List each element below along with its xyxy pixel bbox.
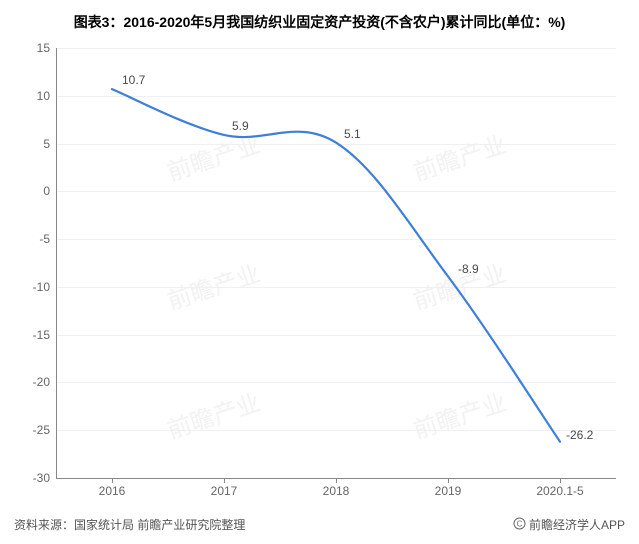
chart-title: 图表3：2016-2020年5月我国纺织业固定资产投资(不含农户)累计同比(单位… [0,12,639,32]
line-series [56,48,616,478]
y-tick-label: 0 [43,184,56,198]
y-tick-label: -25 [33,423,56,437]
data-label: 10.7 [122,73,145,87]
y-tick-label: 15 [37,41,56,55]
data-label: 5.1 [344,127,361,141]
y-tick-label: -15 [33,328,56,342]
y-tick-label: -10 [33,280,56,294]
copyright-icon: C [513,517,526,533]
data-label: -8.9 [458,262,479,276]
data-label: -26.2 [566,428,593,442]
x-tick-label: 2019 [435,478,462,498]
x-tick-label: 2017 [211,478,238,498]
y-tick-label: -30 [33,471,56,485]
footer-credit-text: 前瞻经济学人APP [529,516,625,533]
chart-plot-area: 前瞻产业前瞻产业前瞻产业前瞻产业前瞻产业前瞻产业-30-25-20-15-10-… [56,48,616,478]
x-tick-label: 2016 [99,478,126,498]
data-label: 5.9 [232,119,249,133]
x-tick-label: 2018 [323,478,350,498]
y-tick-label: -20 [33,375,56,389]
y-tick-label: 10 [37,89,56,103]
x-tick-label: 2020.1-5 [536,478,583,498]
y-tick-label: 5 [43,137,56,151]
footer-source: 资料来源：国家统计局 前瞻产业研究院整理 [14,516,245,533]
y-tick-label: -5 [39,232,56,246]
footer-credit: C 前瞻经济学人APP [513,516,625,533]
svg-text:C: C [517,519,523,528]
